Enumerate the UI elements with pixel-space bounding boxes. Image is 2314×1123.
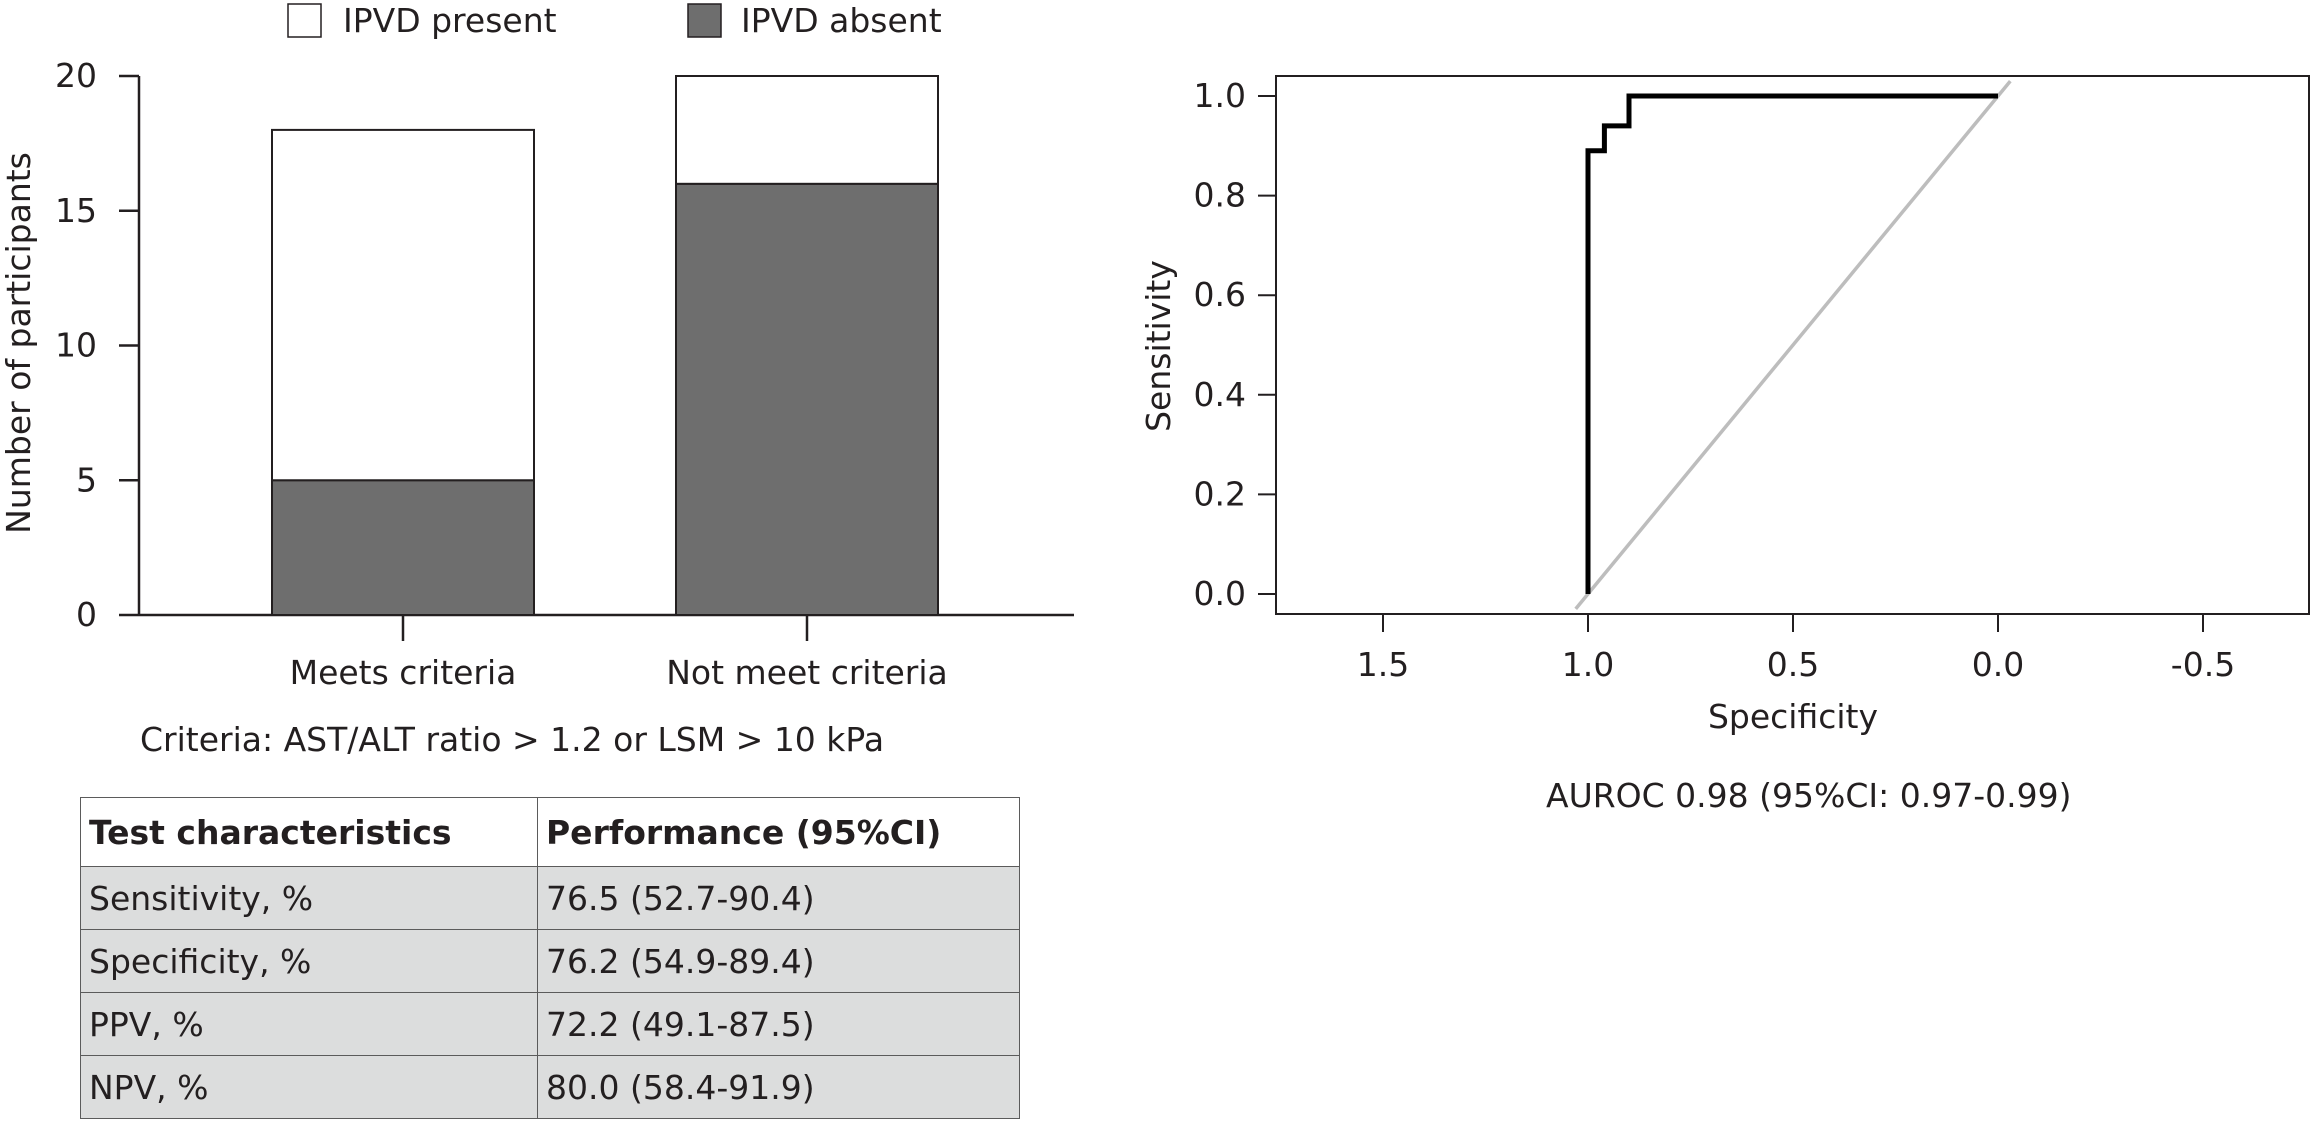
- roc-reference-line: [1574, 79, 2012, 611]
- bar-y-tick-label: 5: [76, 460, 97, 499]
- criteria-caption: Criteria: AST/ALT ratio > 1.2 or LSM > 1…: [140, 720, 885, 759]
- roc-y-tick-label: 0.6: [1194, 275, 1246, 314]
- table-header-row: Test characteristics Performance (95%CI): [80, 797, 1020, 867]
- bar-y-axis-label: Number of participants: [0, 152, 38, 534]
- table-cell: 72.2 (49.1-87.5): [537, 992, 1020, 1056]
- bar-x-tick-label: Meets criteria: [290, 653, 517, 692]
- table-cell: 80.0 (58.4-91.9): [537, 1055, 1020, 1119]
- performance-table: Test characteristics Performance (95%CI)…: [80, 797, 1020, 1119]
- roc-chart: 0.0 0.2 0.4 0.6 0.8 1.0 1.5 1.0 0.5 0.0 -0.5 Speci…: [1139, 75, 2310, 736]
- table-row: Sensitivity, % 76.5 (52.7-90.4): [80, 866, 1020, 930]
- bar-chart: Number of participants 0 5 10 15 20 Meets cri…: [0, 56, 1074, 692]
- roc-curve-line: [1585, 93, 1998, 594]
- table-cell: 76.2 (54.9-89.4): [537, 929, 1020, 993]
- bar-y-tick-label: 20: [55, 56, 97, 95]
- table-row: NPV, % 80.0 (58.4-91.9): [80, 1055, 1020, 1119]
- roc-y-tick-label: 0.4: [1194, 375, 1246, 414]
- legend-swatch-absent: [687, 3, 722, 38]
- bar-y-tick-label: 15: [55, 191, 97, 230]
- bar-ipvd-present-2: [675, 75, 939, 185]
- roc-y-axis-label: Sensitivity: [1139, 260, 1178, 432]
- roc-x-tick-label: 1.0: [1562, 645, 1614, 684]
- legend: IPVD present IPVD absent: [287, 1, 942, 40]
- roc-y-tick-label: 0.0: [1194, 574, 1246, 613]
- bar-x-tick-label: Not meet criteria: [666, 653, 948, 692]
- legend-swatch-present: [287, 3, 322, 38]
- roc-y-tick-label: 0.2: [1194, 474, 1246, 513]
- bar-ipvd-absent-1: [271, 479, 535, 616]
- table-cell: Specificity, %: [80, 929, 538, 993]
- table-header-cell: Test characteristics: [80, 797, 538, 867]
- bar-y-tick-label: 0: [76, 595, 97, 634]
- table-header-cell: Performance (95%CI): [537, 797, 1020, 867]
- roc-x-tick-label: 0.0: [1972, 645, 2024, 684]
- roc-x-tick-label: 0.5: [1767, 645, 1819, 684]
- bar-ipvd-absent-2: [675, 182, 939, 617]
- table-row: PPV, % 72.2 (49.1-87.5): [80, 992, 1020, 1056]
- auroc-caption: AUROC 0.98 (95%CI: 0.97-0.99): [1546, 776, 2072, 815]
- table-cell: PPV, %: [80, 992, 538, 1056]
- roc-y-tick-label: 1.0: [1194, 76, 1246, 115]
- table-cell: NPV, %: [80, 1055, 538, 1119]
- roc-x-tick-label: -0.5: [2171, 645, 2235, 684]
- legend-label-absent: IPVD absent: [741, 1, 942, 40]
- roc-y-tick-label: 0.8: [1194, 176, 1246, 215]
- bar-y-tick-label: 10: [55, 326, 97, 365]
- roc-x-axis-label: Specificity: [1708, 697, 1878, 736]
- table-cell: 76.5 (52.7-90.4): [537, 866, 1020, 930]
- table-cell: Sensitivity, %: [80, 866, 538, 930]
- legend-label-present: IPVD present: [343, 1, 557, 40]
- table-row: Specificity, % 76.2 (54.9-89.4): [80, 929, 1020, 993]
- roc-x-tick-label: 1.5: [1357, 645, 1409, 684]
- bar-ipvd-present-1: [271, 128, 535, 482]
